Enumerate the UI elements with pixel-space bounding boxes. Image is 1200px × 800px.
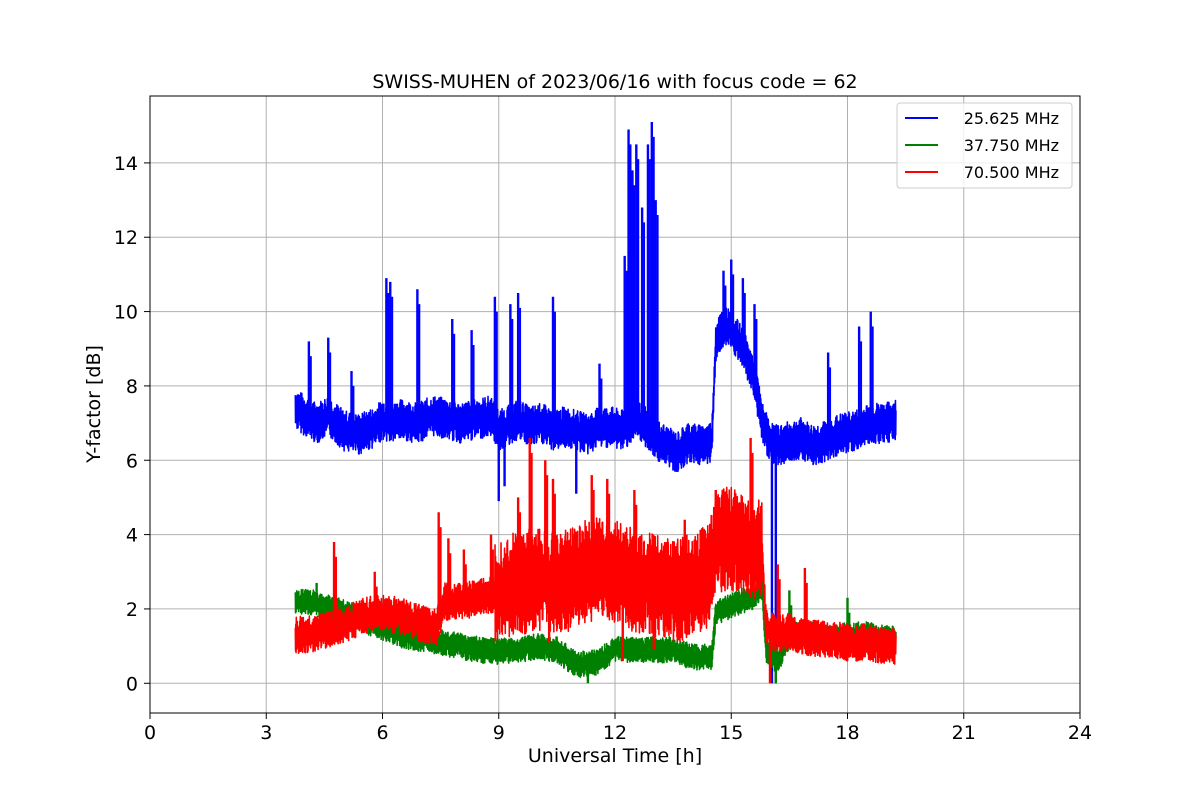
series-layer [294, 122, 897, 684]
y-axis-ticks: 0 2 4 6 8 10 12 14 [114, 153, 150, 695]
x-tick-label: 18 [835, 722, 859, 744]
y-tick-label: 4 [126, 525, 138, 547]
chart-title: SWISS-MUHEN of 2023/06/16 with focus cod… [372, 71, 857, 93]
y-tick-label: 12 [114, 227, 138, 249]
series-line [294, 486, 897, 665]
y-tick-label: 2 [126, 599, 138, 621]
y-tick-label: 10 [114, 302, 138, 324]
legend-label: 25.625 MHz [964, 109, 1059, 128]
x-tick-label: 3 [260, 722, 272, 744]
x-axis-ticks: 0 3 6 9 12 15 18 21 24 [144, 713, 1092, 744]
y-tick-label: 0 [126, 673, 138, 695]
legend-label: 70.500 MHz [964, 163, 1059, 182]
legend-items: 25.625 MHz 37.750 MHz 70.500 MHz [905, 109, 1059, 182]
x-tick-label: 24 [1068, 722, 1092, 744]
x-tick-label: 6 [376, 722, 388, 744]
x-tick-label: 15 [719, 722, 743, 744]
legend: 25.625 MHz 37.750 MHz 70.500 MHz [896, 102, 1073, 189]
legend-box [896, 102, 1073, 189]
y-axis-label: Y-factor [dB] [83, 345, 105, 464]
x-axis-label: Universal Time [h] [528, 745, 702, 767]
x-tick-label: 9 [493, 722, 505, 744]
x-tick-label: 12 [603, 722, 627, 744]
legend-label: 37.750 MHz [964, 136, 1059, 155]
y-tick-label: 14 [114, 153, 138, 175]
x-tick-label: 21 [952, 722, 976, 744]
y-tick-label: 8 [126, 376, 138, 398]
y-tick-label: 6 [126, 450, 138, 472]
x-tick-label: 0 [144, 722, 156, 744]
series-line [294, 307, 897, 473]
